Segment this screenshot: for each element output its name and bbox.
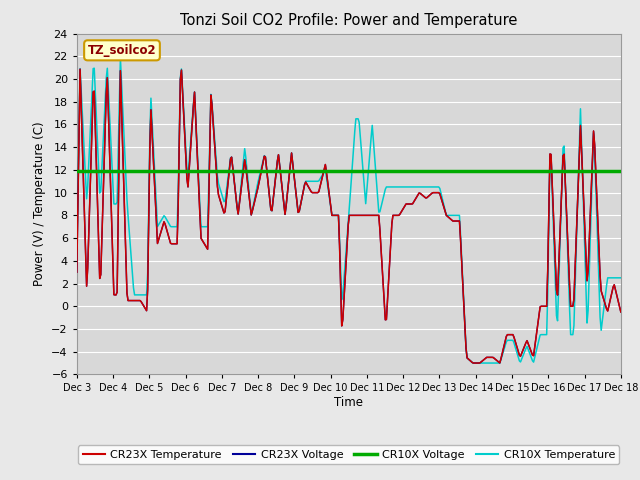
- Legend: CR23X Temperature, CR23X Voltage, CR10X Voltage, CR10X Temperature: CR23X Temperature, CR23X Voltage, CR10X …: [78, 445, 620, 464]
- X-axis label: Time: Time: [334, 396, 364, 409]
- Text: TZ_soilco2: TZ_soilco2: [88, 44, 156, 57]
- Title: Tonzi Soil CO2 Profile: Power and Temperature: Tonzi Soil CO2 Profile: Power and Temper…: [180, 13, 518, 28]
- Y-axis label: Power (V) / Temperature (C): Power (V) / Temperature (C): [33, 122, 45, 286]
